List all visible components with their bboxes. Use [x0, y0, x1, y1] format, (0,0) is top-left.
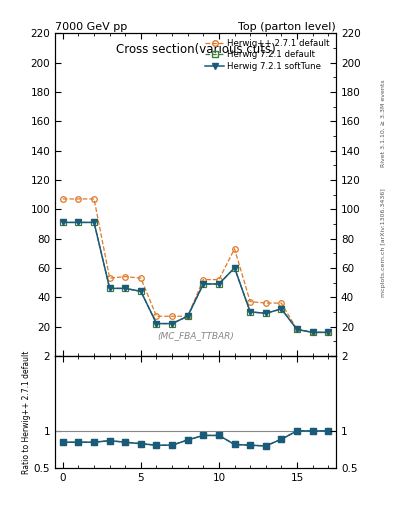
Text: Top (parton level): Top (parton level) [238, 22, 336, 32]
Text: (MC_FBA_TTBAR): (MC_FBA_TTBAR) [157, 331, 234, 340]
Text: Cross section(various cuts): Cross section(various cuts) [116, 43, 275, 56]
Legend: Herwig++ 2.7.1 default, Herwig 7.2.1 default, Herwig 7.2.1 softTune: Herwig++ 2.7.1 default, Herwig 7.2.1 def… [203, 37, 332, 72]
Y-axis label: Ratio to Herwig++ 2.7.1 default: Ratio to Herwig++ 2.7.1 default [22, 351, 31, 474]
Text: mcplots.cern.ch [arXiv:1306.3436]: mcplots.cern.ch [arXiv:1306.3436] [381, 188, 386, 297]
Text: 7000 GeV pp: 7000 GeV pp [55, 22, 127, 32]
Text: Rivet 3.1.10, ≥ 3.3M events: Rivet 3.1.10, ≥ 3.3M events [381, 80, 386, 167]
